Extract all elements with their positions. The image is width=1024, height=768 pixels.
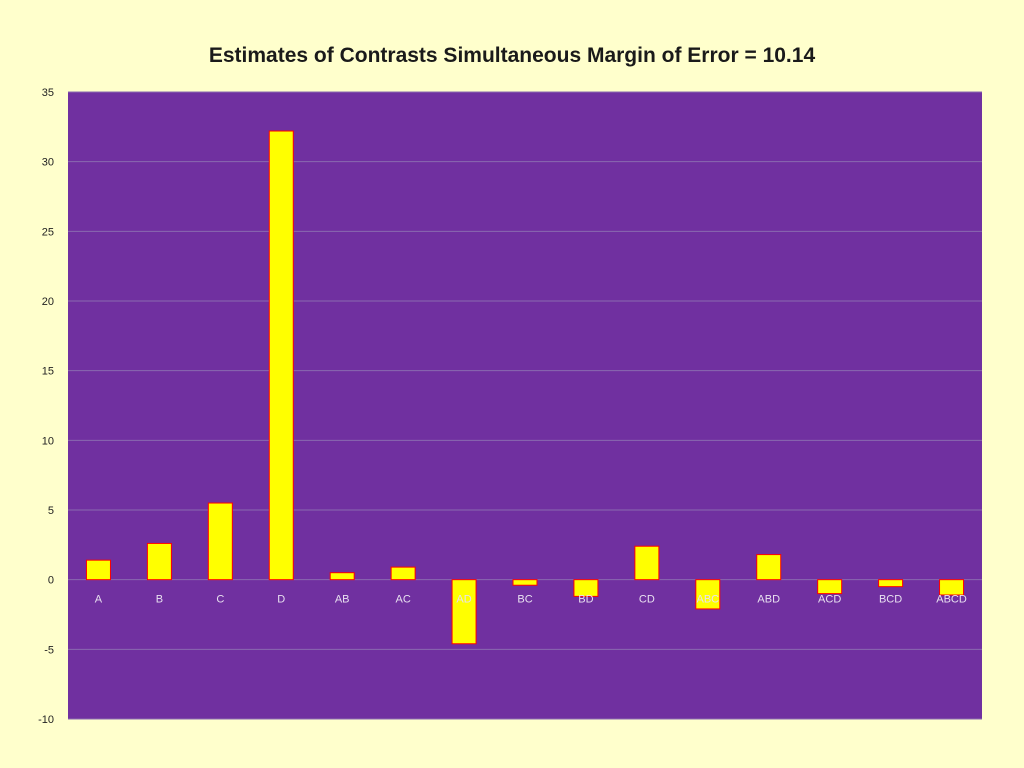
bar-bd [573,579,599,597]
x-category-label: C [216,594,224,606]
y-tick-label: -10 [38,714,54,726]
x-category-label: ACD [818,594,841,606]
y-tick-label: -5 [44,644,54,656]
y-tick-label: 35 [42,87,54,99]
bar-bcd [878,579,904,588]
x-category-label: A [95,594,103,606]
y-axis-ticks: -10 -5 0 5 10 15 20 25 30 35 [38,87,54,726]
y-tick-label: 25 [42,226,54,238]
bar-cd [634,545,660,581]
x-category-label: AB [335,594,350,606]
x-category-label: ABCD [936,594,967,606]
bar-ad [451,579,477,645]
bar-c [207,502,233,581]
bar-a [85,559,111,581]
x-category-label: BCD [879,594,902,606]
x-category-label: B [156,594,163,606]
bar-abcd [939,579,965,596]
x-category-label: D [277,594,285,606]
y-tick-label: 10 [42,435,54,447]
bar-d [268,130,294,581]
bar-acd [817,579,843,595]
x-category-label: BD [578,594,593,606]
chart-title: Estimates of Contrasts Simultaneous Marg… [208,44,816,67]
bar-abd [756,554,782,581]
y-tick-label: 0 [48,575,54,587]
x-category-label: AC [395,594,410,606]
bar-b [146,542,172,581]
x-category-label: ABC [696,594,719,606]
y-tick-label: 30 [42,157,54,169]
x-category-label: CD [639,594,655,606]
bar-abc [695,579,721,610]
bar-ac [390,566,416,581]
x-axis-categories: A B C D AB AC AD BC BD CD ABC ABD ACD BCD ABCD [95,594,967,606]
bar-ab [329,572,355,581]
bar-bc [512,579,538,586]
plot-area [68,92,982,719]
y-tick-label: 20 [42,296,54,308]
x-category-label: AD [456,594,471,606]
x-category-label: BC [517,594,532,606]
bars [85,130,965,645]
x-category-label: ABD [757,594,780,606]
y-tick-label: 15 [42,366,54,378]
y-tick-label: 5 [48,505,54,517]
